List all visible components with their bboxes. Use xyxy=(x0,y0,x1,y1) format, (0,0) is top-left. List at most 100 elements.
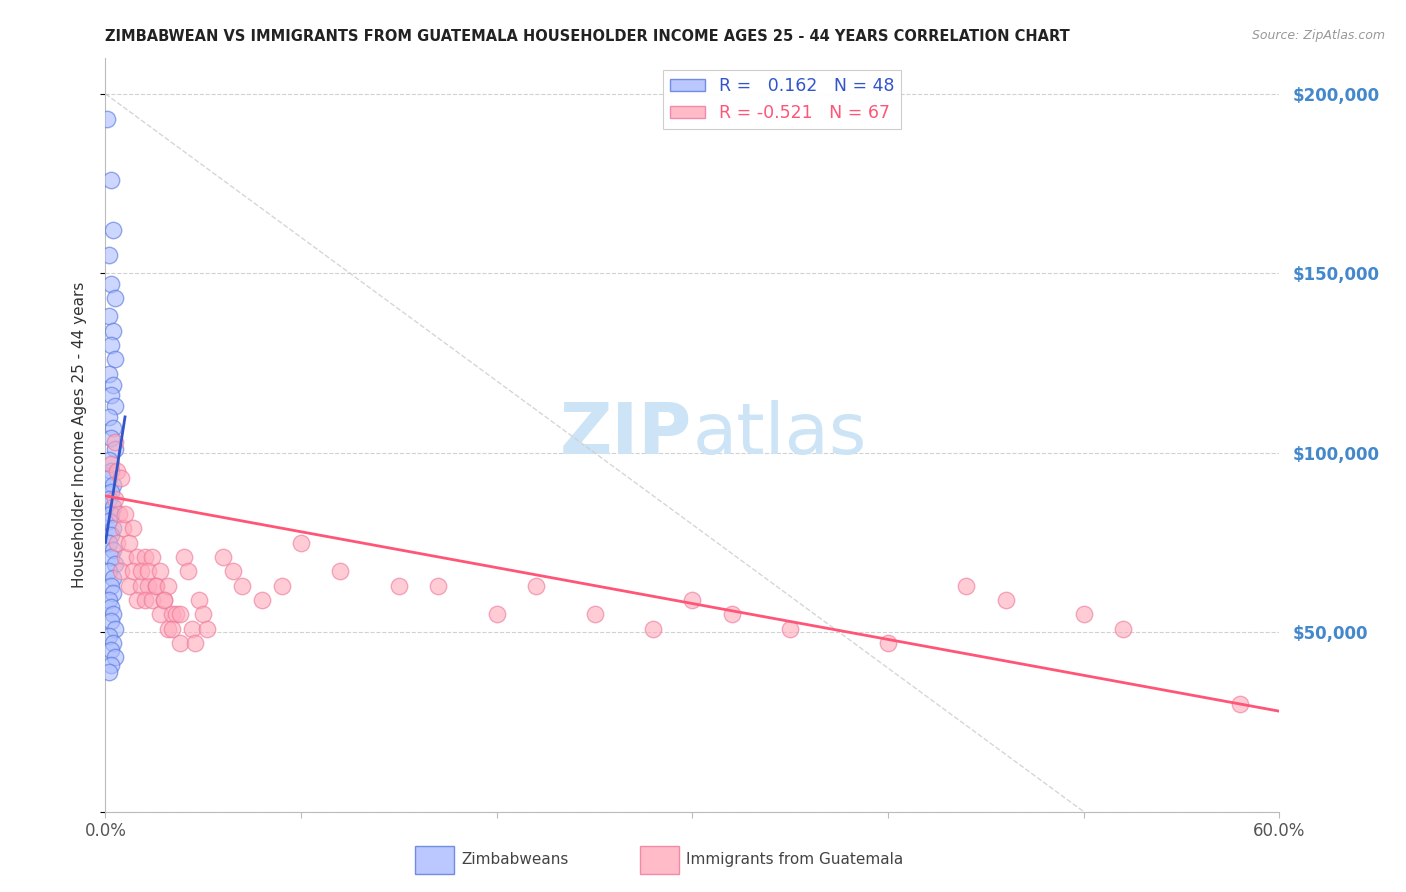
Point xyxy=(583,607,606,622)
Point xyxy=(104,557,127,571)
Point xyxy=(100,579,122,593)
Point xyxy=(104,492,127,507)
Point xyxy=(160,622,183,636)
Point xyxy=(100,485,122,500)
Point xyxy=(110,564,132,578)
Point xyxy=(103,586,125,600)
Text: atlas: atlas xyxy=(692,401,868,469)
Point xyxy=(524,579,547,593)
Point xyxy=(104,622,127,636)
Point xyxy=(134,549,156,564)
Point xyxy=(643,622,665,636)
Point xyxy=(1112,622,1135,636)
Point xyxy=(157,579,180,593)
Point xyxy=(98,248,121,262)
Text: ZIP: ZIP xyxy=(560,401,692,469)
Point xyxy=(100,338,122,352)
Point xyxy=(98,409,121,424)
Point xyxy=(270,579,292,593)
Point xyxy=(195,622,218,636)
Point xyxy=(165,607,187,622)
Point xyxy=(211,549,233,564)
Point xyxy=(149,564,172,578)
Point xyxy=(169,636,191,650)
Point xyxy=(98,471,121,485)
Point xyxy=(157,622,180,636)
Point xyxy=(100,528,122,542)
Point xyxy=(169,607,191,622)
Point xyxy=(98,514,121,528)
Point xyxy=(160,607,183,622)
Point xyxy=(134,593,156,607)
Point xyxy=(427,579,450,593)
Point xyxy=(103,636,125,650)
Point xyxy=(103,571,125,585)
Point xyxy=(100,277,122,292)
Point xyxy=(114,549,136,564)
Point xyxy=(98,367,121,381)
Point xyxy=(388,579,411,593)
Point xyxy=(110,471,132,485)
Point xyxy=(103,420,125,434)
Point xyxy=(129,564,152,578)
Text: Source: ZipAtlas.com: Source: ZipAtlas.com xyxy=(1251,29,1385,42)
Point xyxy=(138,579,160,593)
Point xyxy=(955,579,977,593)
Legend: R =   0.162   N = 48, R = -0.521   N = 67: R = 0.162 N = 48, R = -0.521 N = 67 xyxy=(664,70,901,129)
Point xyxy=(141,593,163,607)
Point xyxy=(105,464,128,478)
Point xyxy=(100,507,122,521)
Point xyxy=(118,535,141,549)
Point xyxy=(103,500,125,514)
Point xyxy=(290,535,312,549)
Point xyxy=(104,442,127,457)
Point xyxy=(145,579,167,593)
Point xyxy=(231,579,253,593)
Point xyxy=(98,629,121,643)
Point xyxy=(103,607,125,622)
Point xyxy=(100,643,122,657)
Point xyxy=(141,549,163,564)
Point xyxy=(221,564,243,578)
Point xyxy=(108,507,131,521)
Point xyxy=(103,521,125,535)
Point xyxy=(103,377,125,392)
Point xyxy=(125,593,148,607)
Point xyxy=(104,292,127,306)
Point xyxy=(100,432,122,446)
Point xyxy=(176,564,198,578)
Point xyxy=(153,593,176,607)
Point xyxy=(180,622,202,636)
Point xyxy=(104,435,127,450)
Point xyxy=(250,593,273,607)
Point xyxy=(681,593,703,607)
Point xyxy=(104,650,127,665)
Point xyxy=(188,593,211,607)
Point xyxy=(149,607,172,622)
Point xyxy=(105,535,128,549)
Point xyxy=(485,607,508,622)
Point xyxy=(98,310,121,324)
Point xyxy=(103,542,125,557)
Point xyxy=(98,535,121,549)
Point xyxy=(994,593,1017,607)
Point xyxy=(121,521,143,535)
Point xyxy=(129,579,152,593)
Point xyxy=(877,636,900,650)
Point xyxy=(114,507,136,521)
Point xyxy=(104,399,127,413)
Point xyxy=(779,622,801,636)
Point xyxy=(193,607,215,622)
Point xyxy=(720,607,742,622)
Text: ZIMBABWEAN VS IMMIGRANTS FROM GUATEMALA HOUSEHOLDER INCOME AGES 25 - 44 YEARS CO: ZIMBABWEAN VS IMMIGRANTS FROM GUATEMALA … xyxy=(105,29,1070,44)
Point xyxy=(1229,697,1251,711)
Point xyxy=(104,352,127,367)
Point xyxy=(1073,607,1095,622)
Point xyxy=(125,549,148,564)
Point xyxy=(100,388,122,402)
Point xyxy=(98,593,121,607)
Text: Zimbabweans: Zimbabweans xyxy=(461,853,568,867)
Point xyxy=(103,223,125,237)
Point xyxy=(100,600,122,615)
Point xyxy=(98,492,121,507)
